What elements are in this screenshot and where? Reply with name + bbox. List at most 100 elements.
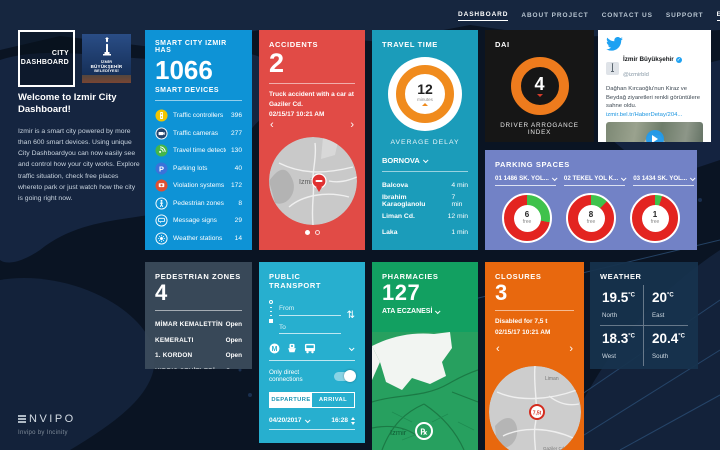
direct-connections-toggle[interactable] <box>334 369 356 382</box>
parking-lot-name: 01 1486 SK. YOL... <box>495 175 549 182</box>
temperature-value: 19.5 <box>602 290 629 305</box>
lang-en[interactable]: EN <box>716 11 720 21</box>
parking-lot-name: 03 1434 SK. YOL... <box>633 175 688 182</box>
izmir-municipality-logo[interactable]: İZMİR BÜYÜKŞEHİR BELEDİYESİ <box>82 34 131 83</box>
bus-icon[interactable] <box>304 343 316 354</box>
accidents-prev-button[interactable]: ‹ <box>270 119 274 132</box>
free-spaces-count: 1 <box>652 210 658 219</box>
time-picker[interactable]: 16:28 <box>331 417 355 425</box>
twitter-bird-icon <box>606 37 623 51</box>
nav-dashboard[interactable]: DASHBOARD <box>458 11 509 21</box>
nav-about-project[interactable]: ABOUT PROJECT <box>521 11 589 19</box>
device-row-pedestrian-zones[interactable]: Pedestrian zones 8 <box>155 195 242 213</box>
nav-contact-us[interactable]: CONTACT US <box>601 11 653 19</box>
accidents-title: ACCIDENTS <box>269 40 319 49</box>
route-row[interactable]: Liman Cd. 12 min <box>382 209 468 225</box>
from-input[interactable] <box>279 302 341 316</box>
device-row-violation-systems[interactable]: Violation systems 172 <box>155 177 242 195</box>
device-row-parking-lots[interactable]: P Parking lots 40 <box>155 160 242 178</box>
temperature-unit: °C <box>628 333 636 340</box>
logo-line1: CITY <box>51 49 69 57</box>
accidents-count: 2 <box>269 48 285 78</box>
device-label: Pedestrian zones <box>173 199 224 207</box>
closure-pin-icon: 7,5t <box>528 404 545 420</box>
zone-row[interactable]: KIBRIS ŞEHİTLERİ Open <box>155 364 242 369</box>
closures-prev-button[interactable]: ‹ <box>496 342 500 355</box>
device-label: Violation systems <box>173 182 225 190</box>
tweet-video-thumbnail[interactable] <box>606 121 703 142</box>
device-value: 396 <box>230 112 242 120</box>
parking-lot-dropdown-2[interactable]: 02 TEKEL YOL K... <box>563 174 627 186</box>
direction-label: West <box>602 353 616 360</box>
temperature-unit: °C <box>667 292 674 299</box>
izmir-logo-line2: BÜYÜKŞEHİR <box>90 64 123 70</box>
pagination-dot[interactable] <box>314 230 320 236</box>
zone-row[interactable]: KEMERALTI Open <box>155 333 242 349</box>
time-stepper-icon[interactable] <box>351 417 355 425</box>
closure-timestamp: 02/15/17 10:21 AM <box>495 328 551 336</box>
svg-text:℞: ℞ <box>420 428 427 437</box>
pagination-dot-active[interactable] <box>304 230 310 236</box>
accident-location-map[interactable]: Izmir <box>269 137 357 226</box>
device-value: 14 <box>234 234 242 242</box>
city-dashboard-logo[interactable]: CITY DASHBOARD <box>18 30 75 87</box>
parking-donut-chart-1: 6 free <box>502 193 552 243</box>
chevron-down-icon <box>690 174 696 181</box>
weather-station-icon <box>155 232 168 245</box>
route-row[interactable]: Ibrahim Karaoglanolu 7 min <box>382 194 468 210</box>
parking-lot-dropdown-3[interactable]: 03 1434 SK. YOL... <box>633 174 696 186</box>
device-label: Traffic controllers <box>173 112 224 120</box>
travel-time-card: TRAVEL TIME 12 minutes AVERAGE DELAY BOR… <box>372 30 478 250</box>
chevron-down-icon <box>304 417 311 423</box>
nav-support[interactable]: SUPPORT <box>665 11 704 19</box>
to-input[interactable] <box>279 321 341 334</box>
invipo-byline: Invipo by Incinity <box>18 430 68 436</box>
welcome-section: Welcome to Izmir City Dashboard! Izmir i… <box>18 92 140 204</box>
zone-name: 1. KORDON <box>155 352 193 360</box>
metro-icon[interactable]: M <box>269 343 280 354</box>
closure-location-map[interactable]: Liman Gaziler Cd. 7,5t <box>488 366 581 450</box>
dai-card: DAI 4 DRIVER ARROGANCE INDEX <box>485 30 594 142</box>
weather-title: WEATHER <box>600 272 642 281</box>
district-value: BORNOVA <box>382 156 420 165</box>
pharmacy-map[interactable]: Izmir ℞ <box>372 332 478 450</box>
zone-row[interactable]: 1. KORDON Open <box>155 348 242 364</box>
device-row-traffic-controllers[interactable]: Traffic controllers 396 <box>155 107 242 125</box>
device-row-message-signs[interactable]: Message signs 29 <box>155 212 242 230</box>
tweet-author[interactable]: İzmir Büyükşehir ✓ @izmirbld <box>606 56 703 81</box>
pedestrian-zones-title: PEDESTRIAN ZONES <box>155 272 241 281</box>
chevron-down-icon[interactable] <box>348 344 355 351</box>
ferry-icon[interactable] <box>287 343 297 354</box>
device-label: Message signs <box>173 217 217 225</box>
delay-unit: minutes <box>417 97 433 102</box>
device-row-weather-stations[interactable]: Weather stations 14 <box>155 230 242 248</box>
pedestrian-zones-card: PEDESTRIAN ZONES 4 MİMAR KEMALETTİN Open… <box>145 262 252 369</box>
tab-arrival[interactable]: ARRIVAL <box>318 397 348 403</box>
route-row[interactable]: Balcova 4 min <box>382 178 468 194</box>
pharmacy-dropdown[interactable]: ATA ECZANESİ <box>382 308 468 315</box>
parking-lot-dropdown-1[interactable]: 01 1486 SK. YOL... <box>495 174 558 186</box>
play-button[interactable] <box>645 129 664 142</box>
dai-label: DRIVER ARROGANCE INDEX <box>500 122 579 136</box>
accidents-next-button[interactable]: › <box>350 119 354 132</box>
closures-card: CLOSURES 3 Disabled for 7,5 t 02/15/17 1… <box>485 262 584 450</box>
traffic-light-icon <box>155 109 168 122</box>
device-row-traffic-cameras[interactable]: Traffic cameras 277 <box>155 125 242 143</box>
parking-icon: P <box>155 162 168 175</box>
clock-tower-icon <box>102 37 111 56</box>
dai-trend-down-icon <box>536 94 543 97</box>
zone-row[interactable]: MİMAR KEMALETTİN Open <box>155 317 242 333</box>
swap-icon[interactable]: ⇅ <box>346 310 355 321</box>
free-label: free <box>650 219 660 225</box>
route-row[interactable]: Laka 1 min <box>382 225 468 241</box>
free-spaces-count: 8 <box>588 210 594 219</box>
date-picker[interactable]: 04/20/2017 <box>269 417 311 424</box>
tab-departure[interactable]: DEPARTURE <box>270 393 312 407</box>
closures-next-button[interactable]: › <box>569 342 573 355</box>
district-dropdown[interactable]: BORNOVA <box>382 156 468 165</box>
tweet-link[interactable]: izmir.bel.tr/HaberDetay/204... <box>606 111 683 118</box>
device-row-travel-time-detectors[interactable]: Travel time detectors 130 <box>155 142 242 160</box>
weather-east: 20°C East <box>644 285 688 326</box>
pedestrian-zones-count: 4 <box>155 280 168 305</box>
accident-description: Truck accident with a car at Gaziler Cd. <box>269 91 354 108</box>
